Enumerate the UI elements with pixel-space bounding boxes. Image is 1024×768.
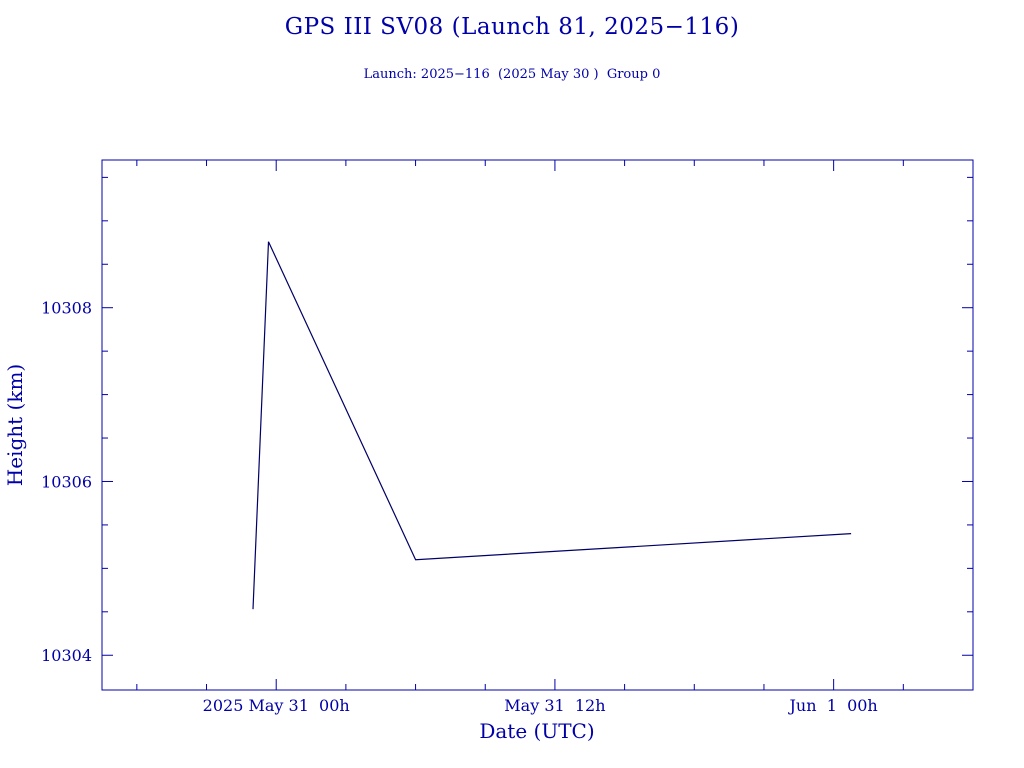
y-tick-label: 10308	[41, 299, 92, 318]
chart-title: GPS III SV08 (Launch 81, 2025−116)	[284, 14, 740, 40]
x-tick-label: Jun 1 00h	[788, 696, 878, 715]
plot-frame	[101, 159, 974, 691]
x-tick-label: 2025 May 31 00h	[203, 696, 350, 715]
chart-subtitle: Launch: 2025−116 (2025 May 30 ) Group 0	[363, 67, 661, 82]
plot-area: 10304 10306 10308 2025 May 31 00h May 31 12h…	[41, 159, 974, 715]
height-series-line	[252, 241, 852, 610]
y-tick-label: 10306	[41, 472, 92, 491]
x-tick-label: May 31 12h	[504, 696, 605, 715]
x-axis-label: Date (UTC)	[479, 719, 594, 743]
y-axis-label: Height (km)	[3, 364, 27, 486]
y-tick-label: 10304	[41, 646, 92, 665]
